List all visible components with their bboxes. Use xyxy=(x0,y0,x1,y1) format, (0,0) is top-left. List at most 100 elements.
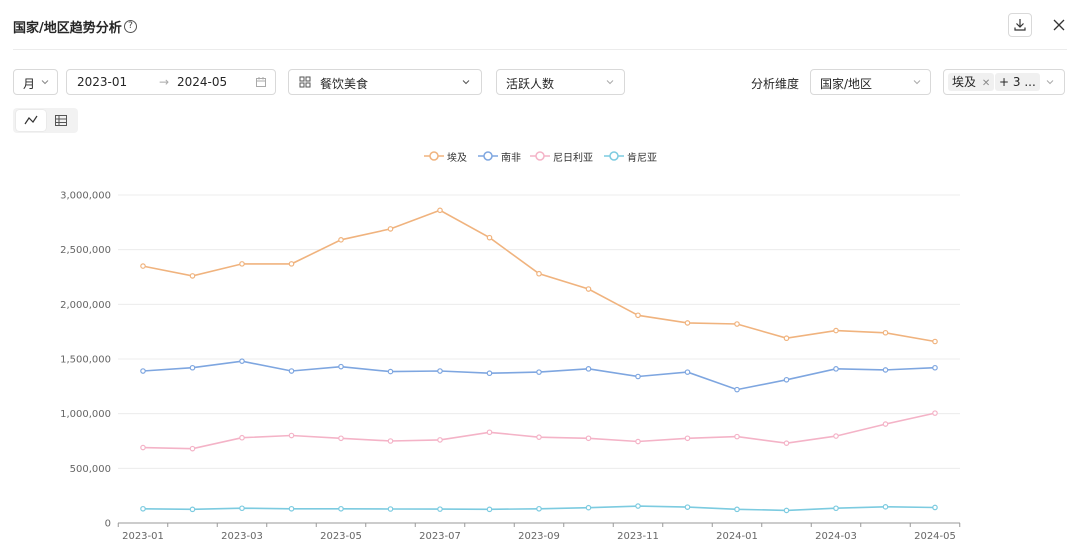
x-tick-label: 2023-03 xyxy=(221,531,263,542)
data-point xyxy=(833,327,839,334)
header-divider xyxy=(13,49,1067,50)
x-tick-label: 2023-09 xyxy=(518,531,560,542)
legend-marker-icon xyxy=(478,151,498,161)
legend-label: 埃及 xyxy=(447,153,467,164)
tag-close-icon[interactable]: ✕ xyxy=(981,78,991,89)
legend-marker-icon xyxy=(424,151,444,161)
data-point xyxy=(734,321,740,327)
legend-marker-icon xyxy=(604,151,624,161)
y-tick-label: 3,000,000 xyxy=(60,191,111,202)
selected-country-tag: 埃及 ✕ xyxy=(948,73,995,91)
data-point xyxy=(536,369,542,375)
data-point xyxy=(437,437,443,443)
data-point xyxy=(932,410,938,416)
close-button[interactable] xyxy=(1049,14,1069,36)
legend-label: 南非 xyxy=(501,153,521,164)
x-tick-label: 2024-03 xyxy=(815,531,857,542)
data-point xyxy=(783,507,790,514)
data-point xyxy=(338,435,344,442)
data-point xyxy=(536,434,542,440)
category-select[interactable]: 餐饮美食 xyxy=(288,69,482,95)
date-range-picker[interactable]: 2023-01 → 2024-05 xyxy=(66,69,276,95)
data-point xyxy=(189,273,196,279)
chevron-down-icon xyxy=(41,80,49,85)
data-point xyxy=(635,503,641,509)
dialog-header: 国家/地区趋势分析 ? xyxy=(0,0,1080,50)
data-point xyxy=(239,505,245,512)
data-point xyxy=(239,261,245,267)
data-point xyxy=(585,286,592,292)
series-line-2 xyxy=(142,412,936,450)
data-point xyxy=(140,444,146,451)
table-view-button[interactable] xyxy=(46,110,76,131)
data-point xyxy=(338,237,344,243)
data-point xyxy=(833,366,839,372)
dimension-select[interactable]: 国家/地区 xyxy=(810,69,931,95)
close-icon xyxy=(1053,19,1065,31)
data-point xyxy=(635,373,641,380)
data-point xyxy=(783,376,790,383)
x-tick-label: 2024-01 xyxy=(716,531,758,542)
data-point xyxy=(932,364,938,371)
data-point xyxy=(437,207,443,214)
data-point xyxy=(585,366,592,372)
dimension-label: 分析维度 xyxy=(751,77,800,91)
data-point xyxy=(387,226,394,232)
data-point xyxy=(635,438,641,445)
chevron-down-icon xyxy=(606,80,614,85)
data-point xyxy=(932,338,938,345)
data-point xyxy=(288,505,295,512)
date-end[interactable]: 2024-05 xyxy=(177,75,228,89)
data-point xyxy=(140,263,146,269)
x-tick-label: 2023-05 xyxy=(320,531,362,542)
data-point xyxy=(486,234,493,241)
data-point xyxy=(833,505,839,512)
data-point xyxy=(338,363,344,370)
x-tick-label: 2023-07 xyxy=(419,531,461,542)
chevron-down-icon xyxy=(1046,80,1054,85)
data-point xyxy=(882,367,889,373)
period-select[interactable]: 月 xyxy=(13,69,58,95)
data-point xyxy=(932,504,938,511)
data-point xyxy=(783,335,790,342)
data-point xyxy=(387,438,394,444)
data-point xyxy=(783,440,790,446)
data-point xyxy=(189,506,196,513)
dimension-value: 国家/地区 xyxy=(820,77,873,91)
data-point xyxy=(684,320,691,326)
data-point xyxy=(585,435,592,442)
data-point xyxy=(288,261,295,267)
more-countries-tag[interactable]: + 3 ... xyxy=(995,73,1040,91)
data-point xyxy=(486,429,493,436)
category-value: 餐饮美食 xyxy=(320,77,369,91)
y-tick-label: 2,000,000 xyxy=(60,300,111,311)
metric-select[interactable]: 活跃人数 xyxy=(496,69,625,95)
data-point xyxy=(239,358,245,364)
data-point xyxy=(882,421,889,427)
data-point xyxy=(288,368,295,374)
help-icon[interactable]: ? xyxy=(124,20,137,33)
x-tick-label: 2023-01 xyxy=(122,531,164,542)
data-point xyxy=(387,368,394,375)
download-button[interactable] xyxy=(1008,13,1032,37)
date-range-arrow: → xyxy=(159,75,170,89)
page-title: 国家/地区趋势分析 xyxy=(13,21,122,36)
view-toggle xyxy=(13,108,78,133)
legend-label: 肯尼亚 xyxy=(627,153,657,164)
data-point xyxy=(486,370,493,377)
metric-value: 活跃人数 xyxy=(506,77,555,91)
data-point xyxy=(734,433,740,440)
legend-marker-icon xyxy=(530,151,550,161)
data-point xyxy=(338,505,344,512)
data-point xyxy=(387,506,394,512)
y-tick-label: 0 xyxy=(105,519,111,530)
x-tick-label: 2023-11 xyxy=(617,531,659,542)
calendar-icon xyxy=(256,77,266,87)
date-start[interactable]: 2023-01 xyxy=(77,75,128,89)
y-tick-label: 1,000,000 xyxy=(60,409,111,420)
line-chart-view-button[interactable] xyxy=(16,110,46,131)
country-multiselect[interactable]: 埃及 ✕ + 3 ... xyxy=(943,69,1065,95)
table-icon xyxy=(55,115,67,126)
data-point xyxy=(833,433,839,439)
period-value: 月 xyxy=(23,77,36,91)
